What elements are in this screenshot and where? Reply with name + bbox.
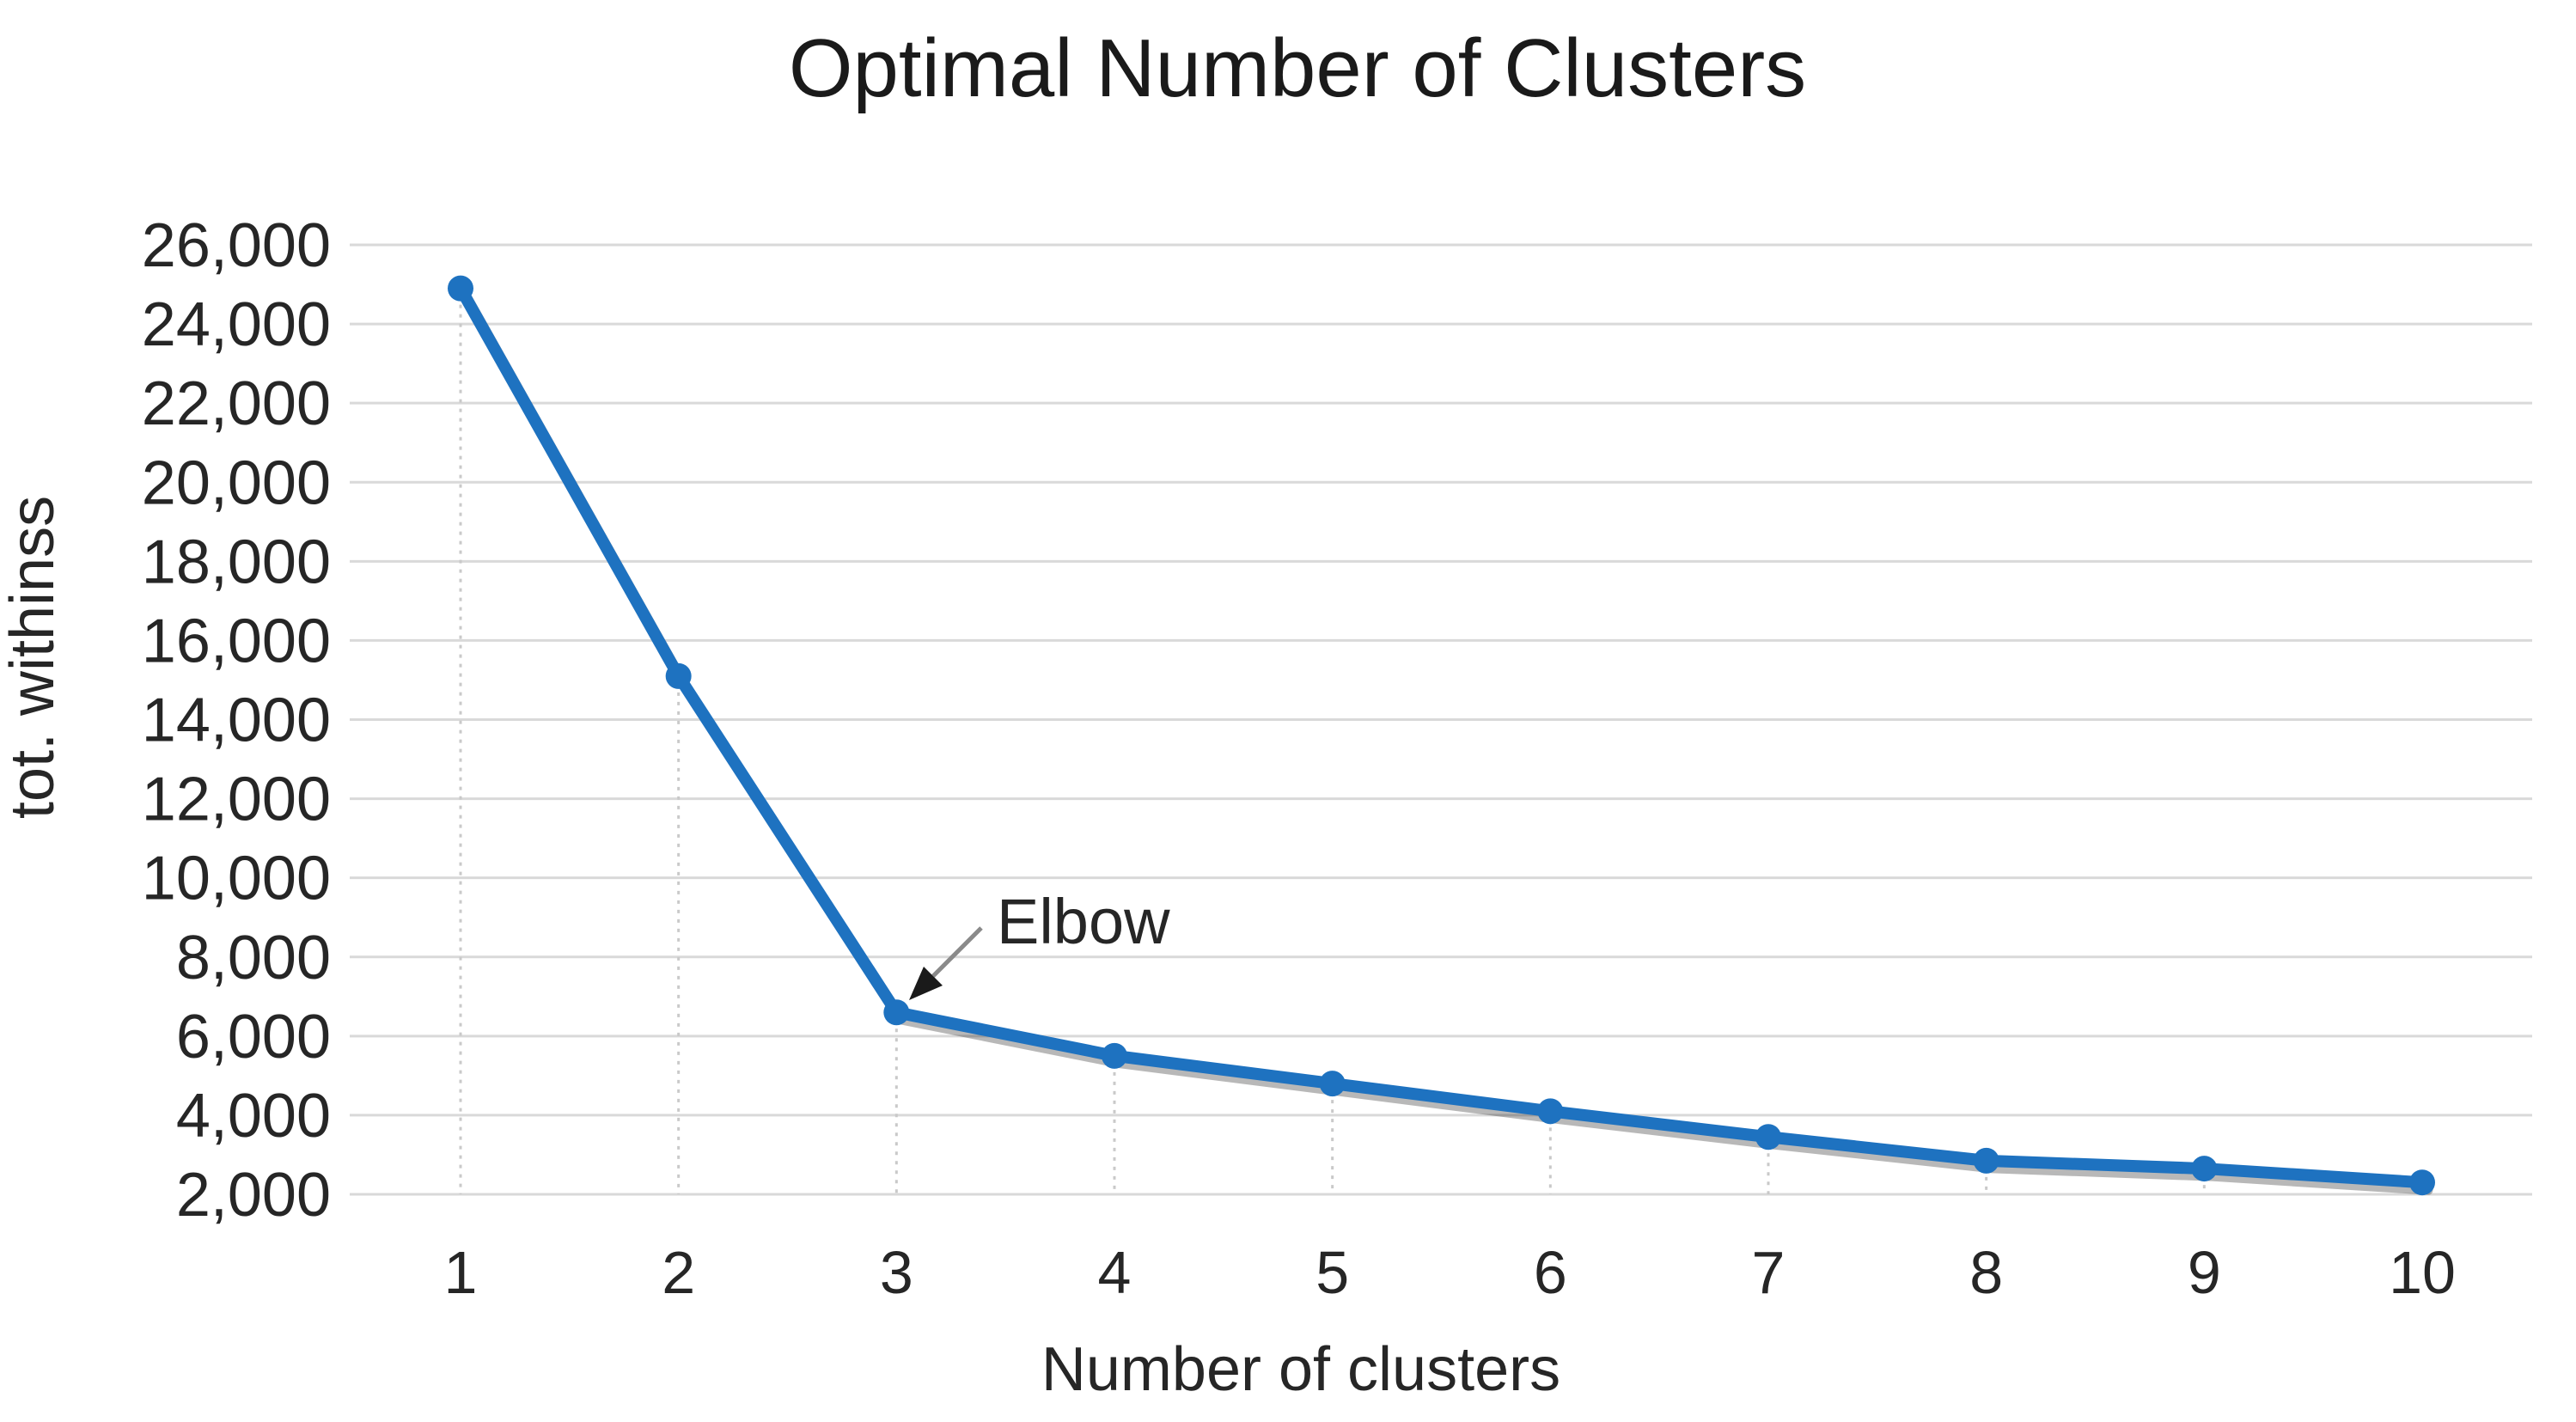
annotation-arrowhead-icon (909, 967, 943, 1000)
x-tick-label: 9 (2188, 1239, 2221, 1306)
y-tick-label: 20,000 (142, 449, 331, 517)
data-point-marker (448, 275, 473, 302)
x-tick-label: 4 (1098, 1239, 1132, 1306)
data-point-marker (1319, 1071, 1346, 1097)
data-point-marker (1755, 1124, 1781, 1150)
x-axis-title: Number of clusters (1041, 1335, 1560, 1404)
chart-title: Optimal Number of Clusters (789, 22, 1806, 114)
y-tick-label: 24,000 (142, 290, 331, 359)
data-point-marker (665, 662, 692, 689)
annotation-arrow-line (931, 926, 983, 978)
x-tick-labels: 1 2 3 4 5 6 7 8 9 10 (444, 1239, 2456, 1306)
y-tick-label: 2,000 (176, 1161, 331, 1230)
y-tick-label: 6,000 (176, 1003, 331, 1071)
data-point-marker (883, 999, 910, 1026)
y-tick-label: 10,000 (142, 845, 331, 913)
series-line (455, 282, 2428, 1189)
annotation-label: Elbow (997, 886, 1170, 957)
x-tick-label: 3 (880, 1239, 913, 1306)
series-line-shadow (461, 291, 2433, 1195)
data-point-marker (1102, 1042, 1127, 1069)
gridlines (350, 243, 2532, 1196)
y-tick-label: 22,000 (142, 369, 331, 438)
series-line-group (448, 275, 2435, 1196)
x-tick-label: 7 (1752, 1239, 1785, 1306)
y-axis-title: tot. withinss (0, 496, 67, 819)
y-tick-label: 18,000 (142, 528, 331, 596)
x-tick-label: 8 (1969, 1239, 2003, 1306)
data-point-marker (1973, 1147, 1999, 1174)
data-point-marker (2409, 1169, 2435, 1196)
y-tick-label: 16,000 (142, 607, 331, 675)
x-tick-label: 2 (662, 1239, 695, 1306)
y-tick-label: 8,000 (176, 924, 331, 992)
data-point-marker (1537, 1098, 1564, 1125)
data-point-marker (2191, 1156, 2218, 1182)
x-tick-label: 10 (2389, 1239, 2456, 1306)
y-tick-labels: 26,000 24,000 22,000 20,000 18,000 16,000 14,0… (142, 211, 331, 1230)
elbow-annotation: Elbow (909, 886, 1170, 1000)
y-tick-label: 14,000 (142, 687, 331, 755)
droplines (459, 295, 2424, 1194)
y-tick-label: 26,000 (142, 211, 331, 280)
x-tick-label: 6 (1534, 1239, 1567, 1306)
y-tick-label: 4,000 (176, 1082, 331, 1150)
y-tick-label: 12,000 (142, 766, 331, 834)
x-tick-label: 1 (444, 1239, 478, 1306)
x-tick-label: 5 (1315, 1239, 1349, 1306)
